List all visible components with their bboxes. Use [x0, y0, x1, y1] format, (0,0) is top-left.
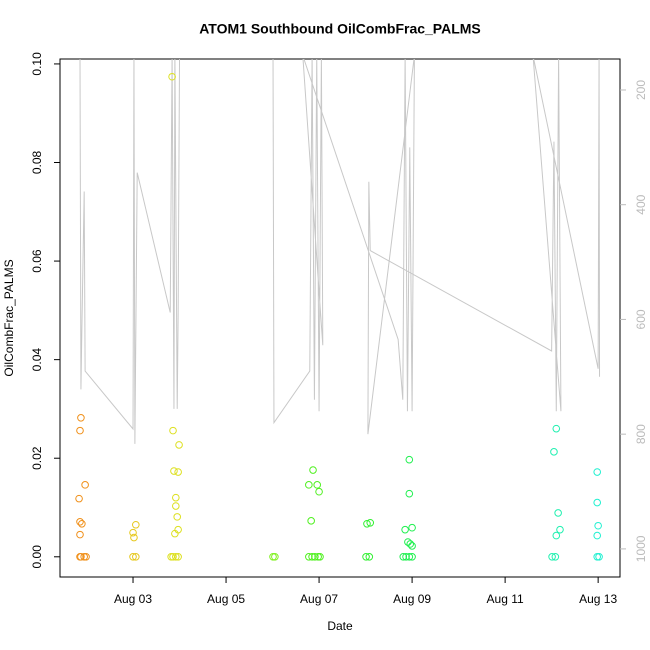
data-point [308, 552, 316, 561]
x-tick-label: Aug 07 [300, 592, 338, 606]
data-point [593, 468, 602, 476]
data-point [169, 552, 177, 561]
data-point [551, 552, 560, 561]
y2-tick-label: 800 [634, 424, 648, 444]
data-point [129, 528, 137, 537]
data-point [174, 468, 182, 476]
data-point [76, 426, 84, 435]
plot-area [79, 59, 601, 444]
data-point [405, 552, 414, 561]
y2-tick-label: 200 [634, 80, 648, 100]
y2-tick-label: 400 [634, 194, 648, 214]
data-point [311, 552, 319, 561]
y-tick-label: 0.00 [30, 545, 44, 569]
plot-frame [59, 58, 621, 578]
data-point [404, 538, 412, 546]
data-point [75, 494, 83, 503]
y-tick-label: 0.04 [30, 348, 44, 372]
data-point [402, 552, 410, 561]
data-point [307, 517, 315, 525]
data-point [316, 552, 324, 561]
data-point [129, 552, 137, 561]
data-point [77, 414, 85, 422]
data-point [405, 455, 414, 464]
x-tick-label: Aug 03 [114, 592, 152, 606]
data-point [408, 523, 416, 532]
data-point [309, 466, 317, 474]
x-tick-label: Aug 09 [393, 592, 431, 606]
data-point [132, 552, 140, 561]
data-point [406, 540, 415, 548]
data-point [82, 552, 90, 561]
data-point [362, 552, 370, 561]
data-point [405, 489, 414, 498]
data-point [175, 441, 183, 449]
data-point [594, 521, 602, 530]
data-point [132, 520, 140, 529]
y-tick-label: 0.02 [30, 446, 44, 470]
data-point [168, 72, 176, 81]
x-tick-label: Aug 13 [579, 592, 617, 606]
data-point [399, 552, 408, 561]
data-point [76, 530, 84, 539]
y-axis-label: OilCombFrac_PALMS [2, 259, 16, 376]
data-point [172, 552, 180, 561]
data-point [130, 533, 138, 542]
data-point [172, 502, 180, 510]
data-point [305, 481, 313, 489]
x-axis-label: Date [327, 619, 353, 633]
data-point [271, 552, 279, 561]
data-point [552, 531, 561, 540]
data-point [365, 552, 374, 561]
data-point [548, 552, 556, 561]
data-point [81, 481, 89, 489]
data-point [313, 481, 322, 489]
data-point [305, 552, 313, 561]
data-point [170, 467, 178, 475]
y-tick-label: 0.10 [30, 52, 44, 76]
data-point [556, 525, 564, 534]
y2-tick-label: 1000 [634, 535, 648, 562]
data-point [76, 517, 84, 526]
x-tick-label: Aug 05 [207, 592, 245, 606]
data-point [552, 424, 561, 433]
chart-title: ATOM1 Southbound OilCombFrac_PALMS [199, 21, 481, 37]
data-point [550, 448, 558, 456]
data-point [408, 552, 416, 561]
y-tick-label: 0.06 [30, 249, 44, 273]
data-point [78, 519, 86, 528]
data-point [554, 509, 562, 517]
data-point [408, 542, 416, 550]
data-point [171, 529, 179, 538]
pressure-line [79, 59, 601, 444]
data-point [77, 552, 85, 561]
data-point [173, 513, 182, 521]
data-point [401, 525, 409, 534]
x-tick-label: Aug 11 [487, 592, 524, 606]
data-point [172, 493, 180, 502]
y-tick-label: 0.08 [30, 150, 44, 174]
data-point [174, 552, 182, 561]
data-point [366, 518, 375, 527]
data-point [315, 487, 323, 496]
y2-tick-label: 600 [634, 309, 648, 329]
data-point [169, 426, 177, 435]
data-point [363, 519, 371, 528]
data-point [593, 498, 602, 507]
data-point [593, 531, 602, 540]
data-point [595, 552, 603, 561]
